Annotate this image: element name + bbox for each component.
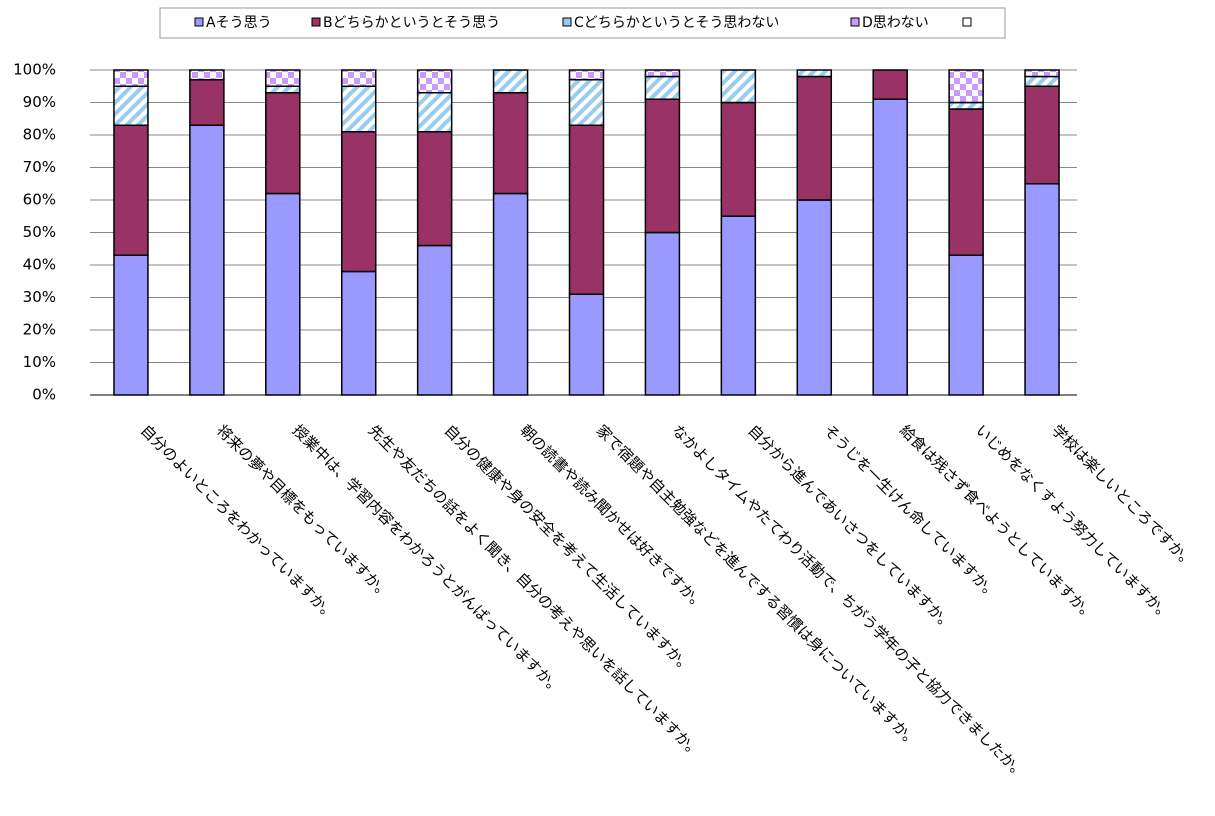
y-tick-label: 20% <box>23 321 56 339</box>
legend-marker <box>850 17 860 27</box>
bar-segment <box>948 101 984 110</box>
bar-segment <box>720 215 757 396</box>
bar-segment <box>492 69 529 94</box>
y-tick-label: 40% <box>23 256 56 274</box>
bar-segment <box>1024 69 1060 78</box>
bar-segment <box>872 98 908 396</box>
bar-segment <box>340 85 377 133</box>
bar-segment <box>720 101 757 217</box>
x-tick-label: 学校は楽しいところですか。 <box>1048 421 1198 571</box>
bar-segment <box>416 244 453 396</box>
x-tick-label: 授業中は、学習内容をわかろうとがんばっていますか。 <box>289 421 566 698</box>
bar-segment <box>948 69 984 104</box>
bar-segment <box>265 92 301 195</box>
bar-segment <box>568 69 605 81</box>
bar-segment <box>189 79 225 126</box>
bar-segment <box>113 69 149 87</box>
bar-segment <box>113 124 149 256</box>
y-tick-label: 50% <box>23 223 56 241</box>
y-tick-label: 90% <box>23 93 56 111</box>
y-tick-label: 70% <box>23 158 56 176</box>
bar-segment <box>796 199 833 396</box>
bar-segment <box>189 124 225 396</box>
bar-segment <box>644 231 681 396</box>
bar-segment <box>644 75 681 100</box>
legend-marker <box>311 17 321 27</box>
bar-segment <box>416 69 453 94</box>
bar-segment <box>492 92 529 195</box>
bar-segment <box>796 75 833 201</box>
legend-label: D思わない <box>862 15 929 31</box>
bar-segment <box>1024 75 1060 87</box>
bar-segment <box>644 98 681 234</box>
bar-segment <box>416 92 453 133</box>
y-tick-label: 60% <box>23 191 56 209</box>
bar-segment <box>340 270 377 396</box>
bar-segment <box>265 69 301 87</box>
legend-label: Bどちらかというとそう思う <box>323 15 500 31</box>
legend-label: Aそう思う <box>206 15 272 31</box>
x-tick-label: なかよしタイムやたてわり活動で、ちがう学年の子と協力できましたか。 <box>668 421 1029 782</box>
legend-label: Cどちらかというとそう思わない <box>574 15 779 31</box>
bar-segment <box>720 69 757 104</box>
bar-segment <box>340 69 377 87</box>
bar-segment <box>265 85 301 94</box>
bar-segment <box>948 254 984 396</box>
bar-segment <box>1024 85 1060 185</box>
bar-segment <box>568 124 605 295</box>
legend-marker <box>562 17 572 27</box>
bar-segment <box>113 85 149 126</box>
bar-segment <box>568 293 605 396</box>
bar-segment <box>492 192 529 396</box>
y-tick-label: 100% <box>13 61 56 79</box>
bar-segment <box>644 69 681 78</box>
y-tick-label: 0% <box>32 386 56 404</box>
bar-segment <box>113 254 149 396</box>
bar-segment <box>340 131 377 273</box>
y-tick-label: 10% <box>23 353 56 371</box>
bar-segment <box>568 79 605 126</box>
y-tick-label: 80% <box>23 126 56 144</box>
bar-segment <box>872 69 908 100</box>
legend-marker <box>194 17 204 27</box>
bar-segment <box>265 192 301 396</box>
legend-marker <box>962 17 972 27</box>
bar-segment <box>189 69 225 81</box>
bar-segment <box>796 69 833 78</box>
bar-segment <box>1024 183 1060 396</box>
legend: Aそう思う Bどちらかというとそう思う Cどちらかというとそう思わない D思わない <box>194 15 972 31</box>
bar-segment <box>948 108 984 256</box>
y-tick-label: 30% <box>23 288 56 306</box>
bar-segment <box>416 131 453 247</box>
legend-box <box>159 7 1006 39</box>
